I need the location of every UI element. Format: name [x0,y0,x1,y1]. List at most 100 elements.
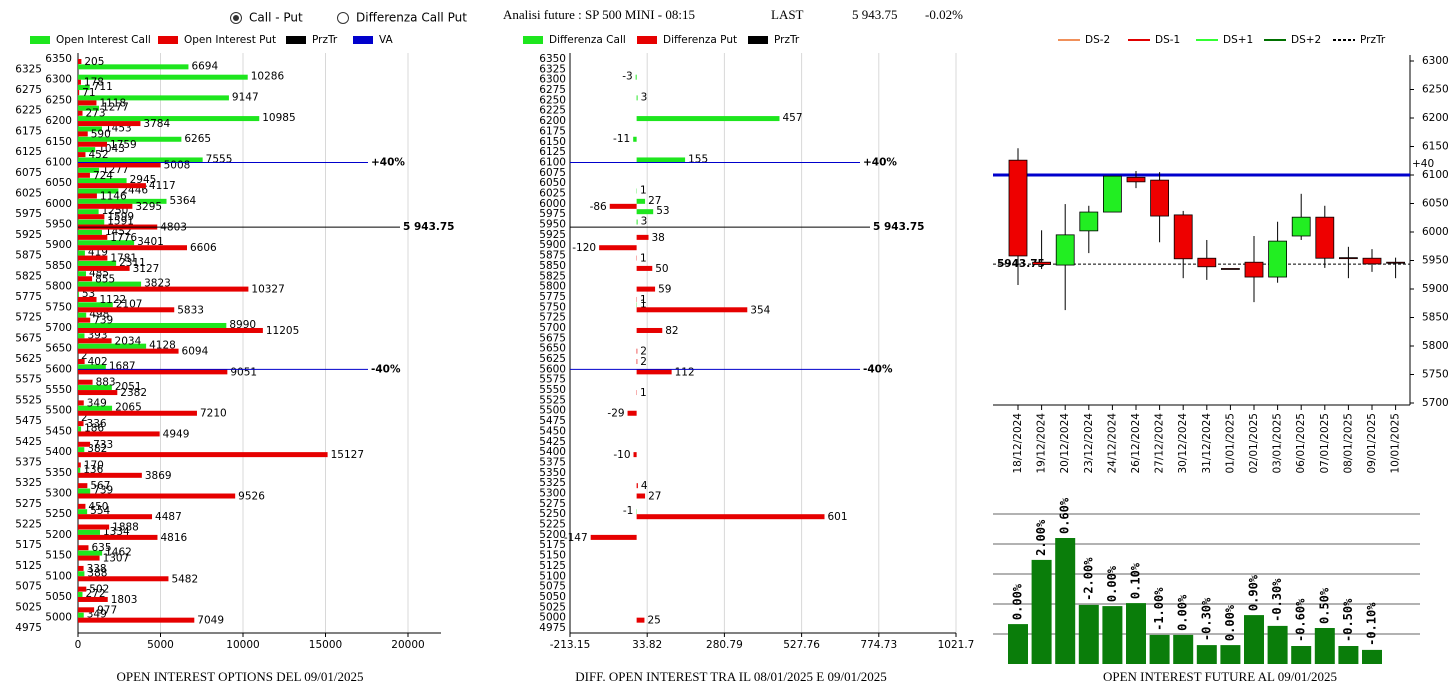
radio-label[interactable]: Call - Put [249,11,303,25]
strike-label: 6000 [539,198,566,210]
strike-label: 6225 [539,105,566,117]
bar [636,514,825,520]
bar [78,95,229,101]
bar [78,302,113,308]
candle-body [1315,216,1335,259]
bar-label: 0.00% [1176,594,1190,631]
strike-label: 5050 [539,591,566,603]
bar-label: 2.00% [1034,519,1048,556]
strike-label: 5725 [15,312,42,324]
bar [1291,646,1312,664]
bar [78,188,119,194]
bar [636,157,686,163]
bar [78,85,90,91]
bar [78,576,169,582]
strike-label: 5550 [539,384,566,396]
value-label: 2 [640,356,647,368]
x-tick-label: 18/12/2024 [1012,413,1024,474]
strike-label: 5825 [539,270,566,282]
value-label: 338 [87,563,107,575]
strike-label: 5700 [539,322,566,334]
last-label: LAST [771,7,804,22]
strike-label: 5200 [539,529,566,541]
strike-label: 6250 [45,94,72,106]
x-tick-label: 10/01/2025 [1390,413,1402,474]
value-label: 50 [655,263,668,275]
candle-body [1032,261,1051,265]
value-label: 739 [93,315,113,327]
strike-label: 6150 [539,136,566,148]
strike-label: 5625 [15,353,42,365]
value-label: 1 [640,298,647,310]
strike-label: 6175 [15,125,42,137]
candle-body [1055,234,1075,266]
bar [78,198,167,204]
value-label: 1776 [110,232,137,244]
bar [78,410,197,416]
legend-label: DS+2 [1291,34,1321,46]
bar [609,203,637,209]
bar [1055,538,1076,664]
bar-label: 0.90% [1247,574,1261,611]
x-tick-label: 03/01/2025 [1272,413,1284,474]
candle-body [1008,159,1028,257]
bar [78,250,85,256]
value-label: 635 [91,542,111,554]
legend-swatch [523,36,543,44]
strike-label: 5375 [15,456,42,468]
y-tick-label: 6050 [1422,198,1449,210]
x-tick-label: 31/12/2024 [1201,413,1213,474]
strike-label: 5425 [539,436,566,448]
strike-label: 5675 [539,332,566,344]
legend-swatch [30,36,50,44]
bar [78,317,91,323]
bar [78,167,100,173]
y-tick-label: 5700 [1422,397,1449,409]
value-label: 25 [647,615,660,627]
value-label: 1599 [107,211,134,223]
bar [78,524,110,530]
bar [78,126,102,132]
bar [78,338,112,344]
chart-title: OPEN INTEREST FUTURE AL 09/01/2025 [1103,669,1337,684]
x-tick-label: 23/12/2024 [1083,413,1095,474]
bar [1173,634,1194,664]
strike-label: 5800 [539,281,566,293]
bar [78,586,87,592]
bar [636,116,780,122]
reference-label: 5 943.75 [403,221,454,233]
bar [636,265,653,271]
y-tick-label: 5850 [1422,312,1449,324]
radio-label[interactable]: Differenza Call Put [356,11,467,25]
strike-label: 4975 [539,622,566,634]
bar [1314,628,1335,664]
radio-dot[interactable] [233,15,239,21]
strike-label: 6350 [539,53,566,65]
bar [636,307,748,313]
radio-button[interactable] [337,12,349,24]
x-tick-label: 5000 [147,639,174,651]
bar [78,441,91,447]
bar [636,198,646,204]
bar-label: -0.60% [1294,598,1308,642]
legend-label: PrzTr [1360,34,1386,46]
x-tick-label: 10000 [226,639,259,651]
bar [78,296,97,302]
bar [78,612,84,618]
bar [78,141,108,147]
value-label: 7049 [197,615,224,627]
x-tick-label: 20000 [391,639,424,651]
legend-swatch [158,36,178,44]
x-tick-label: 280.79 [706,639,743,651]
y-tick-label: 5800 [1422,340,1449,352]
bar-label: -0.30% [1270,578,1284,622]
reference-label: +40% [371,156,405,168]
strike-label: 6075 [539,167,566,179]
x-tick-label: 27/12/2024 [1154,413,1166,474]
bar [1102,606,1123,664]
value-label: 6606 [190,242,217,254]
y-tick-label: 6200 [1422,112,1449,124]
candle-body [1339,257,1358,260]
candle-body [1126,176,1146,183]
bar-label: 0.10% [1129,562,1143,599]
